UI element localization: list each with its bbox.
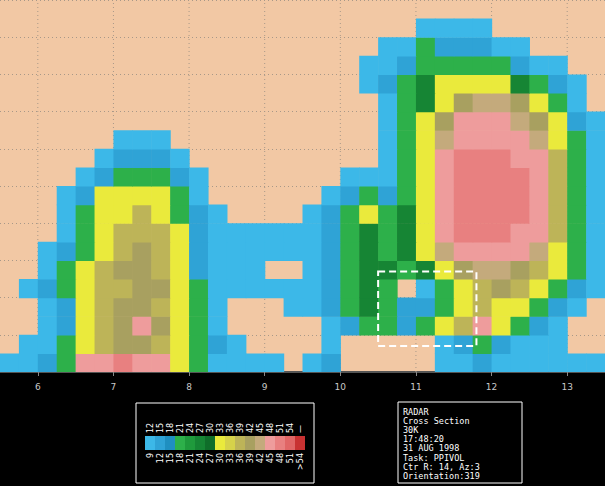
svg-text:45: 45 — [256, 423, 265, 433]
svg-text:39: 39 — [246, 453, 255, 463]
svg-text:45: 45 — [266, 453, 275, 463]
svg-text:36: 36 — [236, 453, 245, 463]
svg-text:7: 7 — [111, 382, 117, 392]
svg-text:12: 12 — [156, 453, 165, 463]
svg-text:Ctr R: 14, Az:3: Ctr R: 14, Az:3 — [403, 461, 480, 472]
svg-text:33: 33 — [216, 423, 225, 433]
svg-text:54: 54 — [286, 423, 295, 433]
svg-text:RADAR: RADAR — [403, 406, 429, 417]
svg-text:17:48:20: 17:48:20 — [403, 434, 444, 445]
svg-text:21: 21 — [176, 423, 185, 433]
svg-text:13: 13 — [561, 382, 572, 392]
svg-text:Cross Section: Cross Section — [403, 415, 470, 426]
svg-text:12: 12 — [146, 423, 155, 433]
svg-text:30K: 30K — [403, 424, 419, 435]
svg-text:42: 42 — [246, 423, 255, 433]
svg-text:48: 48 — [276, 453, 285, 463]
svg-text:15: 15 — [156, 423, 165, 433]
svg-text:8: 8 — [186, 382, 192, 392]
svg-text:30: 30 — [216, 453, 225, 463]
svg-text:6: 6 — [35, 382, 41, 392]
svg-text:33: 33 — [226, 453, 235, 463]
svg-text:11: 11 — [410, 382, 421, 392]
svg-text:18: 18 — [166, 423, 175, 433]
svg-text:27: 27 — [206, 453, 215, 463]
svg-text:48: 48 — [266, 423, 275, 433]
svg-text:Orientation:319: Orientation:319 — [403, 471, 480, 481]
svg-text:39: 39 — [236, 423, 245, 433]
svg-text:10: 10 — [335, 382, 347, 392]
svg-text:30: 30 — [206, 423, 215, 433]
svg-text:24: 24 — [196, 453, 205, 463]
svg-text:9: 9 — [146, 453, 155, 458]
svg-text:18: 18 — [176, 453, 185, 463]
svg-text:15: 15 — [166, 453, 175, 463]
svg-text:24: 24 — [186, 423, 195, 433]
svg-text:27: 27 — [196, 423, 205, 433]
svg-text:9: 9 — [262, 382, 268, 392]
svg-text:42: 42 — [256, 453, 265, 463]
svg-text:21: 21 — [186, 453, 195, 463]
svg-text:36: 36 — [226, 423, 235, 433]
svg-text:—: — — [296, 425, 305, 433]
svg-text:51: 51 — [286, 453, 295, 463]
svg-text:Task: PPIVOL: Task: PPIVOL — [403, 452, 465, 463]
svg-text:12: 12 — [486, 382, 497, 392]
svg-text:>54: >54 — [296, 453, 305, 470]
svg-text:51: 51 — [276, 423, 285, 433]
svg-text:31 AUG 1998: 31 AUG 1998 — [403, 443, 460, 454]
